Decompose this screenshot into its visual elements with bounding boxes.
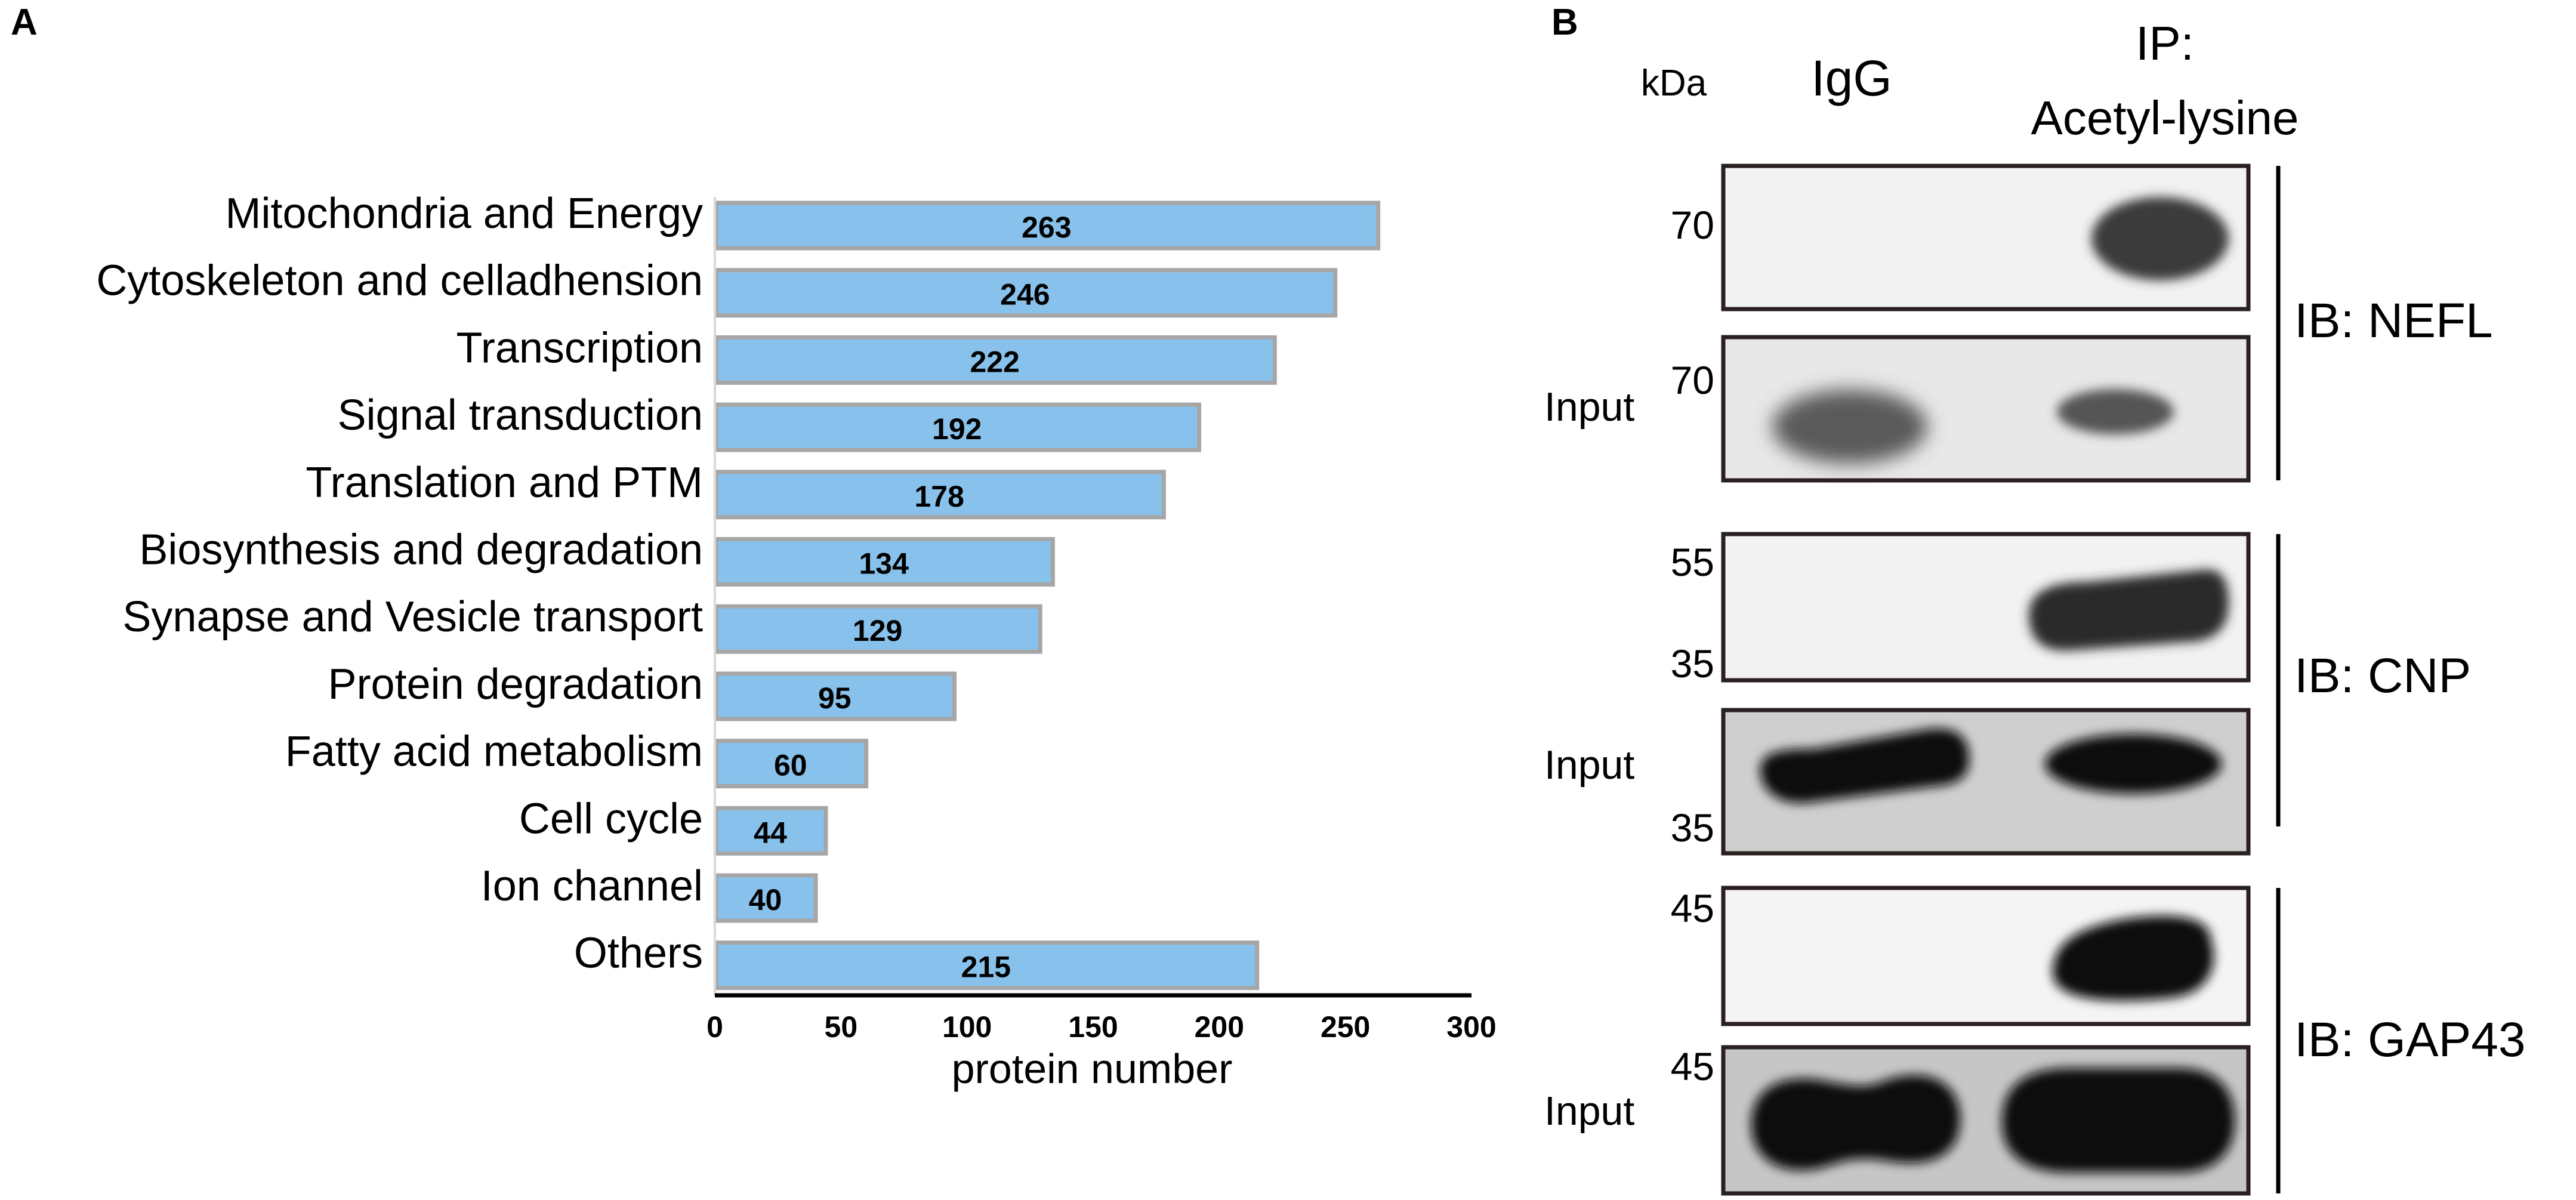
bar-value-label: 263 [1022,211,1071,244]
blot-nefl-input [1721,335,2251,483]
bar-translation-and-ptm [714,470,1166,520]
marker-cnp-ip-55: 55 [1671,540,1714,584]
marker-gap43-input: 45 [1671,1044,1714,1088]
x-tick-label: 200 [1195,1010,1244,1044]
band-nefl-ip-lane2 [2091,197,2229,280]
blot-gap43-ip [1721,886,2251,1026]
x-tick-label: 100 [942,1010,992,1044]
marker-gap43-ip: 45 [1671,886,1714,930]
category-label: Others [574,930,703,977]
band-gap43-input-lane1 [1751,1075,1960,1171]
band-gap43-input-lane2 [2002,1068,2235,1173]
lane-label-ip: IP: [2136,17,2194,70]
bar-synapse-and-vesicle-transport [714,604,1042,654]
western-blot: kDa IgG IP: Acetyl-lysine 70 Input 70 IB… [1544,17,2525,1196]
category-label: Transcription [456,324,703,372]
category-label: Ion channel [481,862,703,910]
blot-nefl-ip [1721,164,2251,311]
category-label: Biosynthesis and degradation [139,526,703,574]
category-label: Cell cycle [519,795,703,843]
category-label: Mitochondria and Energy [226,190,703,237]
bar-signal-transduction [714,402,1202,452]
bar-value-label: 222 [970,345,1019,378]
ib-label-cnp: IB: CNP [2294,649,2471,703]
input-label-cnp: Input [1544,742,1634,788]
ib-label-nefl: IB: NEFL [2294,294,2493,348]
bar-value-label: 134 [859,547,909,581]
category-label: Fatty acid metabolism [285,728,703,776]
lane-label-ip-antibody: Acetyl-lysine [2031,91,2299,144]
blot-cnp-input [1721,708,2251,856]
band-cnp-input-lane1 [1760,728,1969,803]
marker-cnp-input: 35 [1671,806,1714,850]
bar-value-label: 129 [853,614,902,647]
x-tick-label: 0 [707,1010,723,1044]
category-label: Signal transduction [338,391,703,439]
bar-series: 263 246 222 192 178 134 129 95 60 44 40 215 [714,200,1381,991]
bar-value-label: 178 [914,480,964,513]
blot-cnp-ip [1721,532,2251,683]
band-nefl-input-lane2 [2057,389,2174,434]
marker-nefl-ip: 70 [1671,203,1714,247]
bar-ion-channel [714,873,818,923]
marker-cnp-ip-35: 35 [1671,641,1714,686]
x-tick-label: 150 [1068,1010,1118,1044]
bar-chart: 263 246 222 192 178 134 129 95 60 44 40 215 Mitocho… [96,190,1496,1092]
bar-others [714,940,1260,991]
category-labels: Mitochondria and Energy Cytoskeleton and … [96,190,703,977]
lane-label-igg: IgG [1811,50,1892,106]
category-label: Synapse and Vesicle transport [122,593,703,641]
input-label-nefl: Input [1544,384,1634,430]
band-nefl-input-lane1 [1772,390,1927,464]
category-label: Cytoskeleton and celladhension [96,257,703,305]
bar-value-label: 95 [818,681,852,715]
x-tick-label: 250 [1321,1010,1370,1044]
x-tick-label: 300 [1446,1010,1496,1044]
bar-value-label: 40 [749,883,782,917]
blot-gap43-input [1721,1045,2251,1196]
band-gap43-ip-lane2 [2053,915,2214,1001]
bar-value-label: 44 [754,816,787,849]
marker-nefl-input: 70 [1671,358,1714,402]
bar-transcription [714,335,1277,385]
x-axis-label: protein number [952,1045,1233,1092]
band-cnp-input-lane2 [2045,734,2222,794]
band-cnp-ip-lane2 [2029,569,2229,651]
bar-value-label: 246 [1000,278,1050,311]
kda-label: kDa [1641,63,1707,104]
x-tick-label: 50 [825,1010,858,1044]
bar-value-label: 192 [932,412,982,446]
category-label: Translation and PTM [306,459,703,507]
bar-cytoskeleton-and-celladhension [714,268,1338,318]
bar-value-label: 60 [774,749,807,782]
category-label: Protein degradation [328,661,703,708]
ib-label-gap43: IB: GAP43 [2294,1013,2525,1067]
bar-value-label: 215 [961,951,1011,984]
panel-b-letter: B [1551,2,1578,43]
panel-a-letter: A [11,2,38,43]
x-tick-labels: 0 50 100 150 200 250 300 [707,1010,1497,1044]
input-label-gap43: Input [1544,1088,1634,1134]
